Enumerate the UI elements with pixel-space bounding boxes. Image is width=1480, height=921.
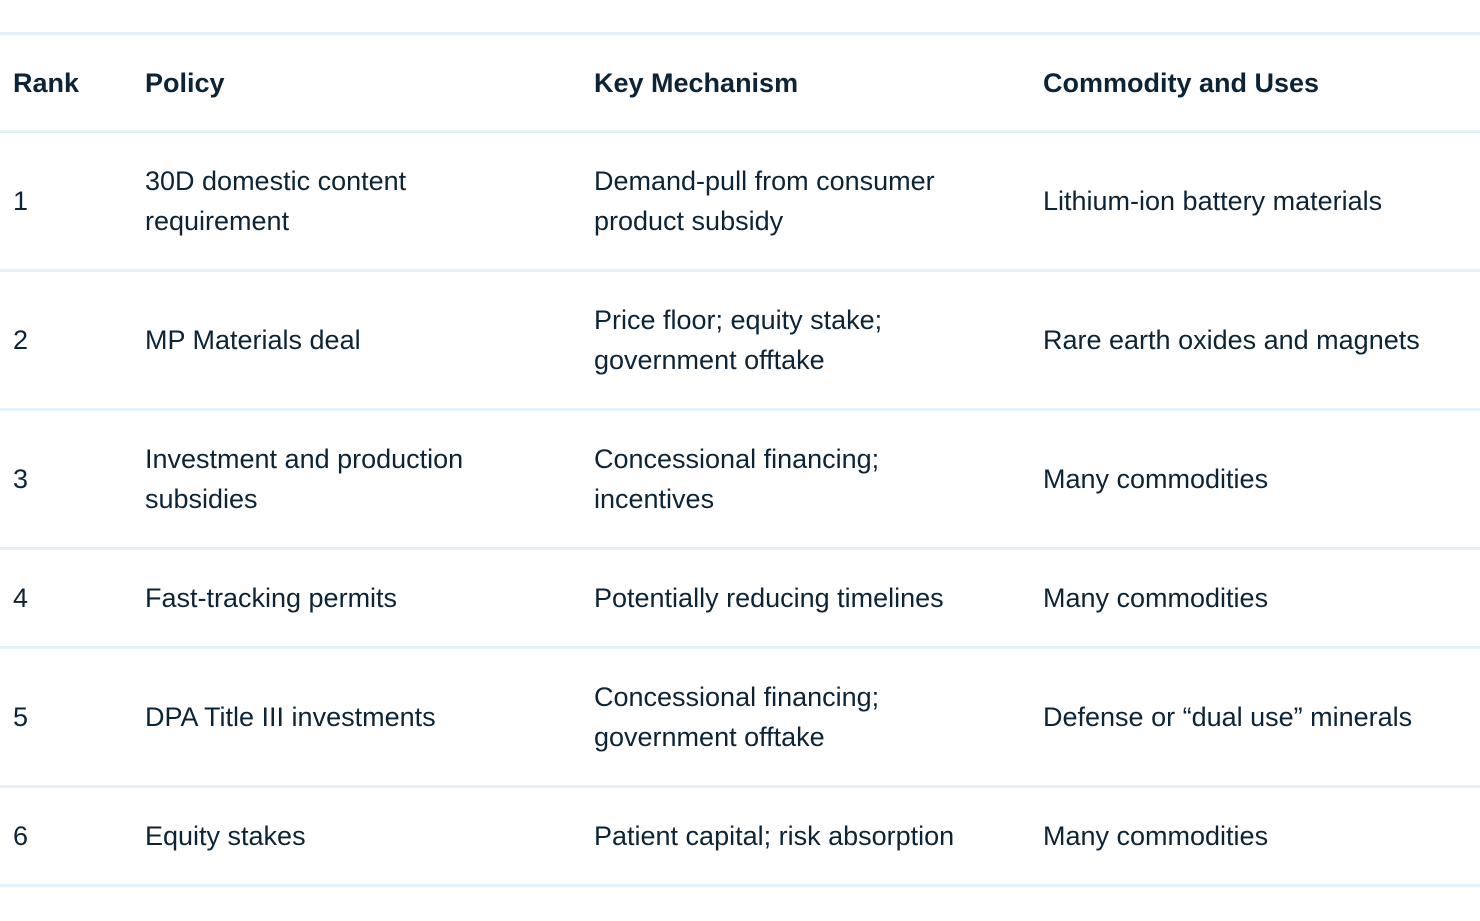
table-body: 1 30D domestic content requirement Demand-… xyxy=(0,130,1480,887)
table-cell: 30D domestic content requirement xyxy=(132,130,581,272)
table-cell: Investment and production subsidies xyxy=(132,408,581,550)
table-cell: Many commodities xyxy=(1030,785,1480,887)
table-cell: Defense or “dual use” minerals xyxy=(1030,646,1480,788)
policy-table: Rank Policy Key Mechanism Commodity and Use… xyxy=(0,32,1480,887)
page: Rank Policy Key Mechanism Commodity and Use… xyxy=(0,32,1480,921)
table-cell: DPA Title III investments xyxy=(132,646,581,788)
table-row: 1 30D domestic content requirement Demand-… xyxy=(0,130,1480,272)
table-cell: Many commodities xyxy=(1030,408,1480,550)
table-cell: Price floor; equity stake; government of… xyxy=(581,269,1030,411)
table-row: 4 Fast-tracking permits Potentially reduci… xyxy=(0,547,1480,649)
header-cell: Commodity and Uses xyxy=(1030,32,1480,133)
table-cell: Fast-tracking permits xyxy=(132,547,581,649)
table-row: 2 MP Materials deal Price floor; equity st… xyxy=(0,269,1480,411)
header-cell: Policy xyxy=(132,32,581,133)
table-cell: MP Materials deal xyxy=(132,269,581,411)
table-row: 5 DPA Title III investments Concessional f… xyxy=(0,646,1480,788)
table-cell: Potentially reducing timelines xyxy=(581,547,1030,649)
table-cell: 6 xyxy=(0,785,132,887)
table-cell: Patient capital; risk absorption xyxy=(581,785,1030,887)
table-cell: 1 xyxy=(0,130,132,272)
table-cell: Equity stakes xyxy=(132,785,581,887)
table-cell: 4 xyxy=(0,547,132,649)
table-cell: Concessional financing; incentives xyxy=(581,408,1030,550)
table-cell: 2 xyxy=(0,269,132,411)
table-cell: 3 xyxy=(0,408,132,550)
table-row: 3 Investment and production subsidies Conc… xyxy=(0,408,1480,550)
header-cell: Key Mechanism xyxy=(581,32,1030,133)
table-cell: Lithium-ion battery materials xyxy=(1030,130,1480,272)
table-cell: Demand-pull from consumer product subsid… xyxy=(581,130,1030,272)
table-row: 6 Equity stakes Patient capital; risk abso… xyxy=(0,785,1480,887)
table-cell: Rare earth oxides and magnets xyxy=(1030,269,1480,411)
table-cell: 5 xyxy=(0,646,132,788)
table-cell: Concessional financing; government offta… xyxy=(581,646,1030,788)
header-cell: Rank xyxy=(0,32,132,133)
header-row: Rank Policy Key Mechanism Commodity and Use… xyxy=(0,32,1480,133)
table-cell: Many commodities xyxy=(1030,547,1480,649)
